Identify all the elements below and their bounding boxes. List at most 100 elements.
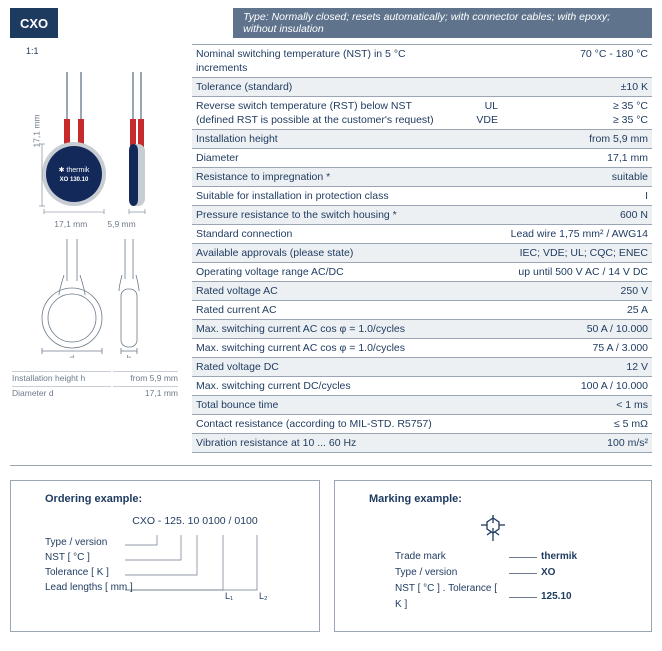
- spec-value: 600 N: [438, 208, 648, 222]
- spec-table: Nominal switching temperature (NST) in 5…: [192, 44, 652, 453]
- diagram-h-label: h: [127, 354, 131, 358]
- top-bar: CXO Type: Normally closed; resets automa…: [10, 8, 652, 38]
- left-column: 1:1 17,1 mm ✱ thermik XO 130.10: [10, 44, 180, 453]
- connector-line: [509, 557, 537, 558]
- connector-line: [509, 573, 537, 574]
- marking-value: XO: [541, 565, 591, 581]
- marking-row: Trade mark thermik: [349, 549, 637, 565]
- spec-label: Rated voltage DC: [196, 360, 438, 374]
- ordering-line: NST [ °C ]: [45, 550, 133, 565]
- spec-value: ≥ 35 °C≥ 35 °C: [498, 99, 648, 127]
- spec-mid: ULVDE: [438, 99, 498, 127]
- spec-value: suitable: [438, 170, 648, 184]
- ordering-line: Lead lengths [ mm ]: [45, 580, 133, 595]
- dim-height: 17,1 mm: [32, 114, 42, 147]
- spec-label: Standard connection: [196, 227, 438, 241]
- legend-value: from 5,9 mm: [113, 371, 178, 384]
- scale-label: 1:1: [26, 46, 180, 56]
- spec-value: ≤ 5 mΩ: [438, 417, 648, 431]
- spec-label: Max. switching current AC cos φ = 1.0/cy…: [196, 322, 438, 336]
- spec-row: Rated voltage AC250 V: [192, 282, 652, 301]
- marking-panel: Marking example: Trade mark: [334, 480, 652, 632]
- spec-value: < 1 ms: [438, 398, 648, 412]
- spec-row: Standard connectionLead wire 1,75 mm² / …: [192, 225, 652, 244]
- spec-row: Nominal switching temperature (NST) in 5…: [192, 44, 652, 78]
- spec-row: Available approvals (please state)IEC; V…: [192, 244, 652, 263]
- spec-value: I: [438, 189, 648, 203]
- legend-label: Installation height h: [12, 371, 111, 384]
- spec-row: Tolerance (standard)±10 K: [192, 78, 652, 97]
- spec-row: Contact resistance (according to MIL-STD…: [192, 415, 652, 434]
- outline-diagram-icon: d h: [25, 233, 165, 358]
- spec-label: Diameter: [196, 151, 438, 165]
- spec-row: Installation heightfrom 5,9 mm: [192, 130, 652, 149]
- marking-row: Type / version XO: [349, 565, 637, 581]
- spec-value: IEC; VDE; UL; CQC; ENEC: [438, 246, 648, 260]
- marking-row: NST [ °C ] . Tolerance [ K ] 125.10: [349, 581, 637, 613]
- spec-row: Rated current AC25 A: [192, 301, 652, 320]
- product-front-icon: ✱ thermik XO 130.10: [35, 64, 113, 214]
- spec-label: Tolerance (standard): [196, 80, 438, 94]
- spec-value: 25 A: [438, 303, 648, 317]
- ordering-labels: Type / version NST [ °C ] Tolerance [ K …: [45, 535, 133, 595]
- type-description: Type: Normally closed; resets automatica…: [233, 8, 652, 38]
- spec-row: Vibration resistance at 10 ... 60 Hz100 …: [192, 434, 652, 453]
- svg-text:✱ thermik: ✱ thermik: [59, 166, 90, 174]
- product-illustration: 17,1 mm ✱ thermik XO 130.10: [10, 56, 180, 221]
- spec-label: Max. switching current AC cos φ = 1.0/cy…: [196, 341, 438, 355]
- spec-value: from 5,9 mm: [438, 132, 648, 146]
- spec-row: Pressure resistance to the switch housin…: [192, 206, 652, 225]
- spec-row: Reverse switch temperature (RST) below N…: [192, 97, 652, 130]
- spec-value: 250 V: [438, 284, 648, 298]
- spec-value: up until 500 V AC / 14 V DC: [438, 265, 648, 279]
- spec-label: Operating voltage range AC/DC: [196, 265, 438, 279]
- spec-row: Rated voltage DC12 V: [192, 358, 652, 377]
- ordering-title: Ordering example:: [45, 493, 305, 505]
- legend-row: Diameter d 17,1 mm: [12, 386, 178, 399]
- spec-label: Rated current AC: [196, 303, 438, 317]
- spec-label: Max. switching current DC/cycles: [196, 379, 438, 393]
- spec-value: ±10 K: [438, 80, 648, 94]
- spec-row: Diameter17,1 mm: [192, 149, 652, 168]
- legend-value: 17,1 mm: [113, 386, 178, 399]
- ordering-line: Tolerance [ K ]: [45, 565, 133, 580]
- spec-label: Vibration resistance at 10 ... 60 Hz: [196, 436, 438, 450]
- legend-label: Diameter d: [12, 386, 111, 399]
- marking-value: 125.10: [541, 589, 591, 605]
- spec-value: 70 °C - 180 °C: [438, 47, 648, 61]
- spec-row: Suitable for installation in protection …: [192, 187, 652, 206]
- product-tag: CXO: [10, 8, 58, 38]
- ordering-line: Type / version: [45, 535, 133, 550]
- spec-label: Available approvals (please state): [196, 246, 438, 260]
- spec-value: 75 A / 3.000: [438, 341, 648, 355]
- marking-title: Marking example:: [369, 493, 637, 505]
- outline-diagram: d h: [10, 233, 180, 363]
- spec-row: Max. switching current AC cos φ = 1.0/cy…: [192, 339, 652, 358]
- trademark-icon: [473, 515, 513, 543]
- ordering-code: CXO - 125. 10 0100 / 0100: [85, 515, 305, 527]
- spec-label: Suitable for installation in protection …: [196, 189, 438, 203]
- ordering-panel: Ordering example: CXO - 125. 10 0100 / 0…: [10, 480, 320, 632]
- diagram-d-label: d: [70, 354, 74, 358]
- legend-row: Installation height h from 5,9 mm: [12, 371, 178, 384]
- svg-text:XO 130.10: XO 130.10: [60, 177, 89, 183]
- spec-row: Max. switching current DC/cycles100 A / …: [192, 377, 652, 396]
- spec-label: Installation height: [196, 132, 438, 146]
- spec-value: Lead wire 1,75 mm² / AWG14: [438, 227, 648, 241]
- spec-value: 100 A / 10.000: [438, 379, 648, 393]
- spec-value: 17,1 mm: [438, 151, 648, 165]
- spec-label: Pressure resistance to the switch housin…: [196, 208, 438, 222]
- spec-label: Resistance to impregnation *: [196, 170, 438, 184]
- spec-label: Reverse switch temperature (RST) below N…: [196, 99, 438, 127]
- spec-row: Total bounce time< 1 ms: [192, 396, 652, 415]
- spec-label: Total bounce time: [196, 398, 438, 412]
- spec-label: Contact resistance (according to MIL-STD…: [196, 417, 438, 431]
- spec-value: 50 A / 10.000: [438, 322, 648, 336]
- svg-text:L₂: L₂: [259, 591, 268, 601]
- marking-label: Trade mark: [395, 549, 505, 565]
- svg-text:L₁: L₁: [225, 591, 233, 601]
- marking-value: thermik: [541, 549, 591, 565]
- legend-table: Installation height h from 5,9 mm Diamet…: [10, 369, 180, 401]
- product-side-icon: [121, 64, 155, 214]
- marking-label: NST [ °C ] . Tolerance [ K ]: [395, 581, 505, 613]
